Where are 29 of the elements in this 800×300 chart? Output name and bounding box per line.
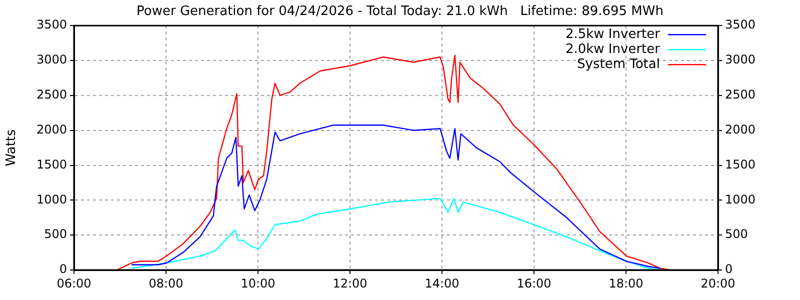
y2-tick-label: 1000 [725,192,756,206]
x-tick-label: 20:00 [700,276,736,290]
y-tick-label: 2000 [36,122,67,136]
x-tick-label: 12:00 [332,276,368,290]
legend-label: 2.0kw Inverter [565,42,661,57]
x-tick-label: 06:00 [56,276,92,290]
y-tick-label: 2500 [36,88,67,102]
y-tick-label: 500 [44,227,67,242]
y2-tick-label: 0 [725,262,733,276]
y2-tick-label: 500 [725,227,748,242]
x-tick-label: 14:00 [424,276,460,290]
y2-tick-label: 3000 [725,52,756,67]
y-axis-title: Watts [4,129,20,166]
x-tick-label: 10:00 [240,276,276,290]
y-tick-label: 0 [59,262,67,276]
y2-tick-label: 2000 [725,122,756,136]
y-tick-label: 3000 [36,52,67,67]
y2-tick-label: 1500 [725,157,756,172]
y-tick-label: 3500 [36,18,67,32]
y2-tick-label: 2500 [725,88,756,102]
legend-label: 2.5kw Inverter [565,26,661,42]
x-tick-label: 18:00 [608,276,644,290]
x-tick-label: 08:00 [148,276,184,290]
legend-label: System Total [577,56,660,72]
y-tick-label: 1000 [36,192,67,206]
y-tick-label: 1500 [36,157,67,172]
x-tick-label: 16:00 [516,276,552,290]
y2-tick-label: 3500 [725,18,756,32]
chart-title: Power Generation for 04/24/2026 - Total Today: 21.0 kWh Lifetime: 89.695 MWh [136,4,664,20]
